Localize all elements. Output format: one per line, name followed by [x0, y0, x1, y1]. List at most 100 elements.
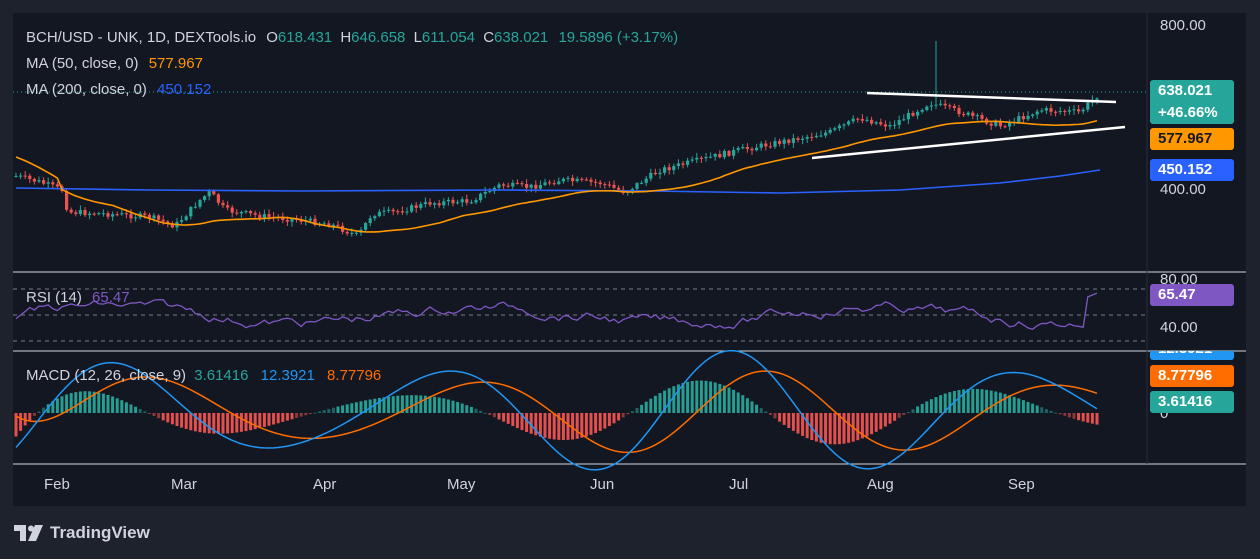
macd-histogram-bar [239, 413, 243, 432]
candle-body [635, 183, 639, 189]
ma50-price-tag[interactable]: 577.967 [1150, 128, 1234, 150]
rsi-line [15, 292, 1098, 330]
month-tick-aug: Aug [867, 476, 894, 493]
last-price-tag[interactable]: 638.021 +46.66% [1150, 80, 1234, 124]
macd-histogram-bar [359, 401, 363, 413]
ma200-legend[interactable]: MA (200, close, 0) 450.152 [26, 81, 211, 98]
macd-histogram-bar [281, 413, 285, 422]
macd-histogram-bar [557, 413, 561, 440]
macd-histogram-bar [833, 413, 837, 445]
candle-body [1049, 108, 1053, 112]
candle-body [534, 184, 538, 189]
tradingview-logo-icon [14, 525, 43, 541]
candle-body [101, 213, 105, 215]
macd-histogram-bar [1081, 413, 1085, 422]
tradingview-brand[interactable]: TradingView [14, 521, 150, 545]
candle-body [502, 184, 506, 186]
candle-body [19, 175, 23, 177]
macd-histogram-bar [1077, 413, 1081, 421]
candle-body [957, 108, 961, 115]
high-value: 646.658 [351, 29, 406, 46]
candle-body [1086, 102, 1090, 110]
candle-body [699, 157, 703, 159]
macd-signal-tag[interactable]: 8.77796 [1150, 365, 1234, 387]
candle-body [617, 187, 621, 190]
macd-histogram-bar [515, 413, 519, 429]
candle-body [203, 196, 207, 200]
candle-body [810, 136, 814, 138]
macd-histogram-bar [83, 391, 87, 413]
macd-histogram-bar [295, 413, 299, 418]
candle-body [520, 183, 524, 185]
ma200-price-tag[interactable]: 450.152 [1150, 159, 1234, 181]
candle-body [1095, 98, 1099, 101]
candle-body [1031, 114, 1035, 116]
high-label: H [340, 29, 352, 46]
candle-body [262, 214, 266, 219]
macd-label: MACD (12, 26, close, 9) [26, 367, 187, 384]
macd-histogram-bar [649, 398, 653, 413]
rsi-legend[interactable]: RSI (14) 65.47 [26, 289, 130, 306]
candle-body [952, 105, 956, 109]
ma50-legend[interactable]: MA (50, close, 0) 577.967 [26, 55, 203, 72]
macd-line-tag[interactable]: 12.3921 [1150, 351, 1234, 360]
month-tick-jun: Jun [590, 476, 615, 493]
candle-body [994, 121, 998, 126]
macd-histogram-bar [1054, 412, 1058, 414]
candle-body [805, 136, 809, 139]
macd-histogram-bar [989, 390, 993, 413]
macd-histogram-bar [244, 413, 248, 432]
macd-histogram-bar [1021, 400, 1025, 413]
macd-legend[interactable]: MACD (12, 26, close, 9) 3.61416 12.3921 … [26, 367, 381, 384]
candle-body [897, 120, 901, 125]
candle-body [336, 224, 340, 226]
macd-histogram-bar [253, 413, 257, 430]
macd-histogram-bar [966, 389, 970, 413]
candle-body [791, 138, 795, 143]
candle-body [870, 119, 874, 124]
macd-histogram-bar [180, 413, 184, 428]
macd-histogram-bar [216, 413, 220, 434]
macd-histogram-bar [115, 398, 119, 413]
candle-body [511, 182, 515, 187]
candle-body [285, 220, 289, 222]
candle-body [998, 121, 1002, 127]
macd-histogram-bar [318, 411, 322, 413]
macd-histogram-bar [667, 388, 671, 413]
candle-body [580, 178, 584, 180]
macd-histogram-bar [124, 402, 128, 413]
macd-signal-value: 8.77796 [327, 367, 382, 384]
macd-histogram-bar [483, 412, 487, 414]
candle-body [856, 118, 860, 120]
candle-body [465, 199, 469, 203]
candle-body [400, 211, 404, 213]
candle-body [980, 115, 984, 119]
macd-hist-tag[interactable]: 3.61416 [1150, 391, 1234, 413]
candle-body [258, 214, 262, 219]
candle-body [456, 202, 460, 204]
macd-histogram-bar [212, 413, 216, 434]
upper-trendline[interactable] [866, 91, 1117, 104]
macd-histogram-bar [847, 413, 851, 443]
candle-body [433, 203, 437, 205]
macd-histogram-bar [768, 413, 772, 415]
candle-body [474, 200, 478, 203]
macd-histogram-bar [575, 413, 579, 439]
symbol-title[interactable]: BCH/USD - UNK, 1D, DEXTools.io [26, 29, 257, 46]
macd-histogram-bar [681, 382, 685, 413]
brand-name: TradingView [50, 523, 150, 542]
macd-histogram-bar [773, 413, 777, 419]
candle-body [327, 223, 331, 227]
macd-histogram-bar [249, 413, 253, 431]
candle-body [787, 139, 791, 143]
lower-trendline[interactable] [811, 125, 1126, 160]
ma200-value: 450.152 [157, 81, 212, 98]
candle-body [299, 219, 303, 222]
rsi-value-tag[interactable]: 65.47 [1150, 284, 1234, 306]
candle-body [525, 183, 529, 188]
candle-body [653, 172, 657, 175]
candle-body [373, 216, 377, 219]
candle-body [893, 124, 897, 126]
macd-histogram-bar [23, 413, 27, 426]
